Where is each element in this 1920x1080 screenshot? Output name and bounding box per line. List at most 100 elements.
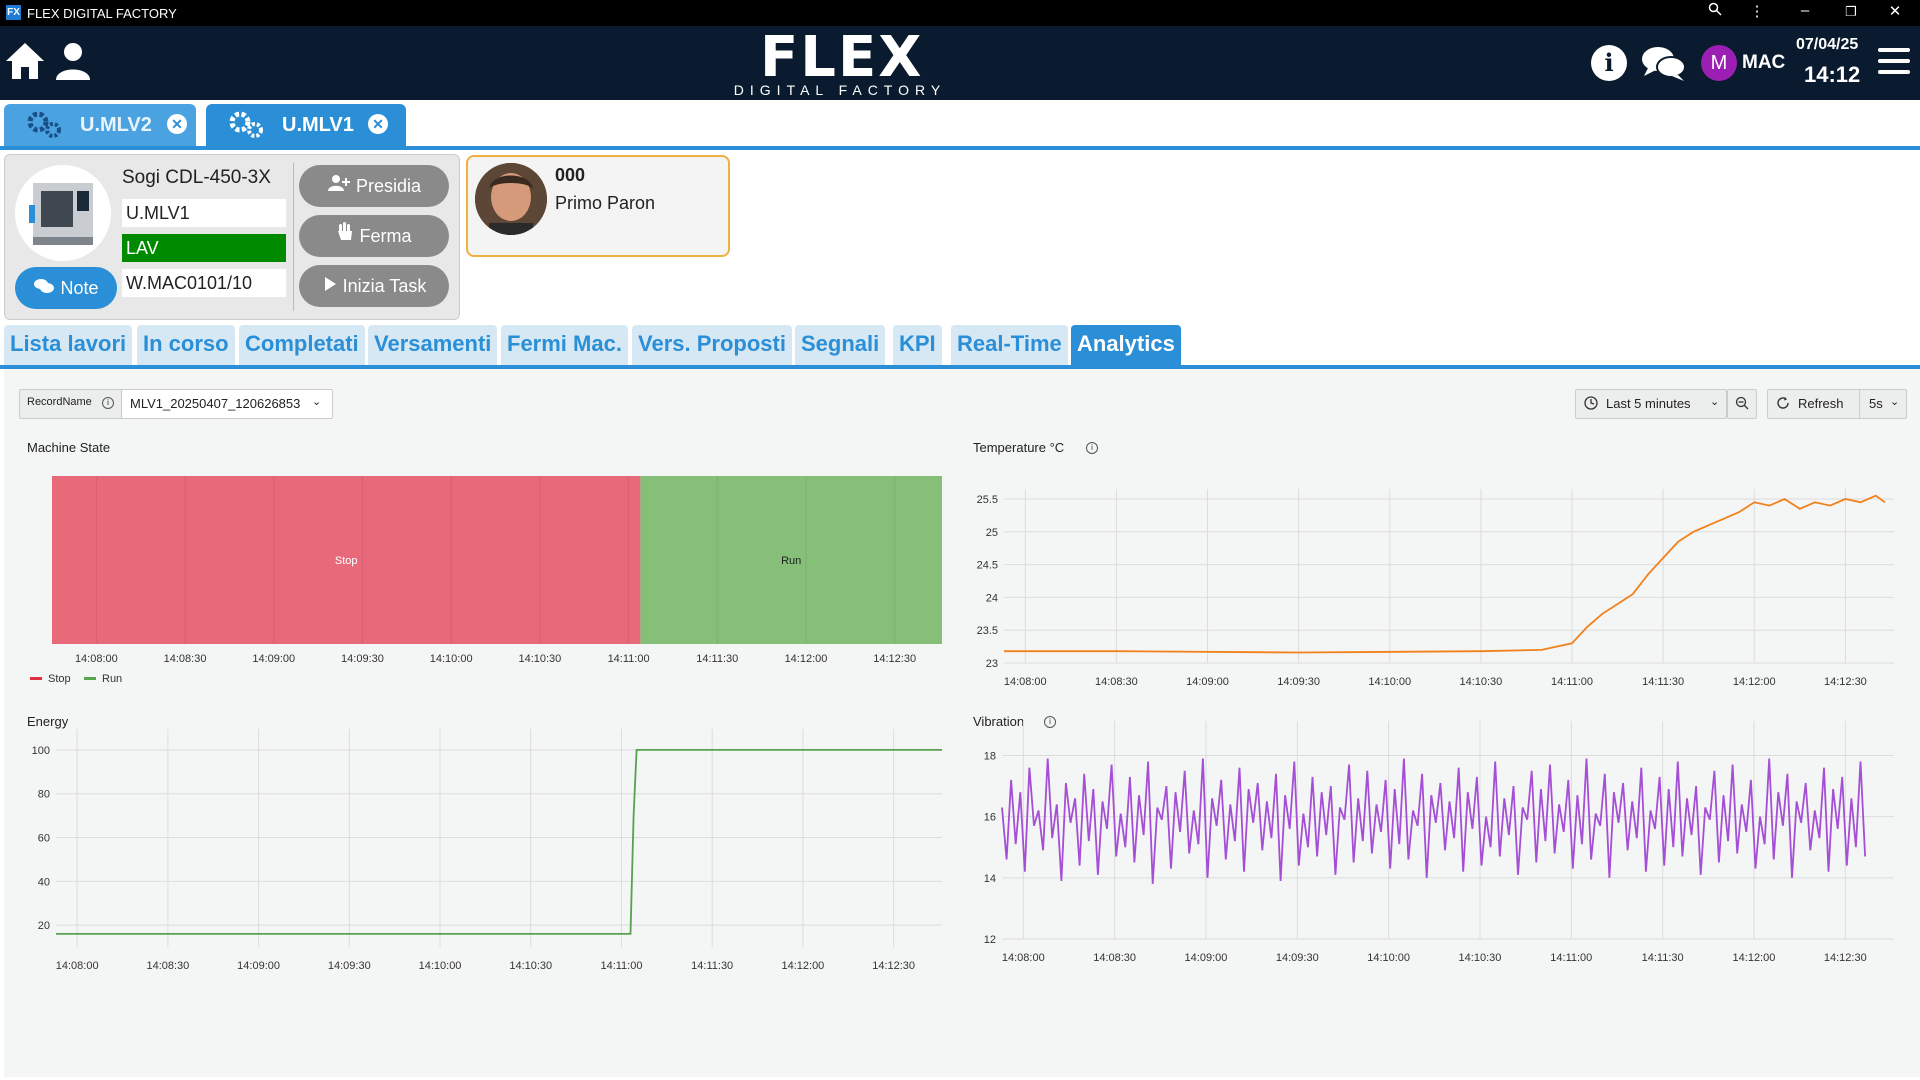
zoom-out-button[interactable]	[1727, 389, 1757, 419]
energy-y-tick: 40	[38, 876, 50, 888]
legend-swatch-run	[84, 677, 96, 680]
info-icon: i	[1086, 442, 1098, 454]
subtab-versamenti[interactable]: Versamenti	[368, 325, 498, 365]
operator-avatar	[475, 163, 547, 235]
window-title: FLEX DIGITAL FACTORY	[27, 6, 177, 21]
chevron-down-icon: ⌄	[1890, 396, 1900, 408]
presidia-button-label: Presidia	[355, 176, 422, 196]
operator-card[interactable]: 000 Primo Paron	[466, 155, 730, 257]
app-header: FLEX DIGITAL FACTORY i M MAC 07/04/25 14…	[0, 26, 1920, 100]
ferma-button[interactable]: Ferma	[299, 215, 449, 257]
legend-swatch-stop	[30, 677, 42, 680]
user-profile-icon[interactable]	[54, 42, 92, 87]
app-logo-icon: FX	[6, 5, 21, 20]
machine-code-field: U.MLV1	[122, 199, 286, 227]
subtab-lista-lavori[interactable]: Lista lavori	[4, 325, 133, 365]
machine-state-chart: Stop Run 14:08:00 14:08:30 14:09:00 14:09:30 1…	[30, 476, 942, 685]
energy-x-tick: 14:09:30	[328, 960, 371, 972]
energy-x-tick: 14:11:30	[691, 960, 733, 972]
close-window-icon[interactable]: ✕	[1888, 3, 1902, 20]
gears-icon	[228, 110, 266, 146]
presidia-button[interactable]: Presidia	[299, 165, 449, 207]
more-options-icon[interactable]: ⋮	[1749, 3, 1765, 20]
vibration-y-tick: 12	[984, 934, 996, 946]
subtab-in-corso[interactable]: In corso	[137, 325, 235, 365]
temperature-x-tick: 14:10:00	[1368, 676, 1411, 688]
home-icon[interactable]	[4, 41, 46, 86]
energy-y-tick: 100	[32, 745, 50, 757]
zoom-out-icon	[1735, 396, 1749, 413]
machine-tab-u-mlv1[interactable]: U.MLV1 ✕	[206, 104, 406, 146]
subtab-kpi[interactable]: KPI	[893, 325, 942, 365]
vibration-y-tick: 18	[984, 750, 996, 762]
hamburger-menu-icon[interactable]	[1878, 46, 1910, 81]
temperature-title: Temperature °C	[973, 440, 1065, 455]
subtab-analytics[interactable]: Analytics	[1071, 325, 1181, 365]
vibration-x-tick: 14:12:00	[1733, 952, 1776, 964]
time-range-picker[interactable]: Last 5 minutes ⌄	[1575, 389, 1727, 419]
note-button-label: Note	[60, 278, 99, 298]
record-name-select[interactable]: MLV1_20250407_120626853 ⌄	[121, 389, 333, 419]
machine-tab-u-mlv2[interactable]: U.MLV2 ✕	[4, 104, 196, 146]
subtab-real-time[interactable]: Real-Time	[951, 325, 1068, 365]
chat-icon[interactable]	[1640, 44, 1688, 89]
legend-label-stop: Stop	[48, 673, 71, 685]
temperature-x-tick: 14:09:00	[1186, 676, 1229, 688]
gears-icon	[26, 110, 64, 146]
energy-chart: 20 40 60 80 100 14:08:00 14:08:30 14:09:00 14:09…	[32, 729, 942, 972]
temperature-y-tick: 23	[986, 658, 998, 670]
add-user-icon	[327, 175, 356, 196]
state-x-tick: 14:09:30	[341, 653, 384, 665]
machine-tab-label: U.MLV2	[80, 114, 152, 136]
brand-subtitle: DIGITAL FACTORY	[733, 82, 947, 98]
energy-y-tick: 80	[38, 789, 50, 801]
vibration-x-tick: 14:10:00	[1367, 952, 1410, 964]
energy-x-tick: 14:08:30	[146, 960, 189, 972]
info-icon: i	[1044, 716, 1056, 728]
restore-icon[interactable]: ❐	[1845, 4, 1857, 19]
current-date: 07/04/25	[1796, 36, 1859, 53]
minimize-icon[interactable]: –	[1800, 2, 1810, 19]
energy-x-tick: 14:08:00	[56, 960, 99, 972]
temperature-x-tick: 14:11:00	[1551, 676, 1593, 688]
state-x-tick: 14:08:00	[75, 653, 118, 665]
legend-label-run: Run	[102, 673, 122, 685]
close-tab-icon[interactable]: ✕	[368, 114, 388, 134]
energy-y-tick: 60	[38, 833, 50, 845]
machine-model: Sogi CDL-450-3X	[122, 167, 271, 188]
state-x-tick: 14:12:00	[785, 653, 828, 665]
tab-divider	[0, 146, 1920, 150]
temperature-x-tick: 14:10:30	[1459, 676, 1502, 688]
state-x-tick: 14:12:30	[873, 653, 916, 665]
temperature-y-tick: 23.5	[977, 625, 998, 637]
hand-stop-icon	[336, 222, 359, 246]
state-x-tick: 14:10:00	[430, 653, 473, 665]
subtab-vers-proposti[interactable]: Vers. Proposti	[632, 325, 792, 365]
temperature-y-tick: 25.5	[977, 494, 998, 506]
state-segment-stop	[52, 476, 641, 644]
subtab-segnali[interactable]: Segnali	[795, 325, 886, 365]
machine-image	[15, 165, 111, 261]
vibration-x-tick: 14:09:00	[1185, 952, 1228, 964]
subtab-completati[interactable]: Completati	[239, 325, 365, 365]
close-tab-icon[interactable]: ✕	[167, 114, 187, 134]
user-avatar[interactable]: M	[1701, 45, 1737, 81]
refresh-interval-select[interactable]: 5s ⌄	[1859, 389, 1907, 419]
zoom-icon[interactable]	[1700, 2, 1730, 20]
info-icon[interactable]: i	[1591, 45, 1627, 81]
state-x-tick: 14:09:00	[252, 653, 295, 665]
temperature-x-tick: 14:12:30	[1824, 676, 1867, 688]
operator-id: 000	[555, 165, 586, 185]
temperature-chart: 23 23.5 24 24.5 25 25.5 14:08:00 14:08:30 14:09:…	[977, 489, 1894, 688]
energy-x-tick: 14:10:30	[509, 960, 552, 972]
analytics-dashboard: RecordName i MLV1_20250407_120626853 ⌄ L…	[4, 369, 1920, 1077]
vibration-x-tick: 14:08:00	[1002, 952, 1045, 964]
note-button[interactable]: Note	[15, 267, 117, 309]
subtab-fermi-mac[interactable]: Fermi Mac.	[501, 325, 628, 365]
chat-icon	[33, 278, 60, 298]
inizia-task-button[interactable]: Inizia Task	[299, 265, 449, 307]
state-segment-label: Run	[781, 555, 801, 567]
temperature-y-tick: 24.5	[977, 560, 998, 572]
vibration-title: Vibration	[973, 714, 1025, 729]
clock-icon	[1584, 396, 1598, 413]
